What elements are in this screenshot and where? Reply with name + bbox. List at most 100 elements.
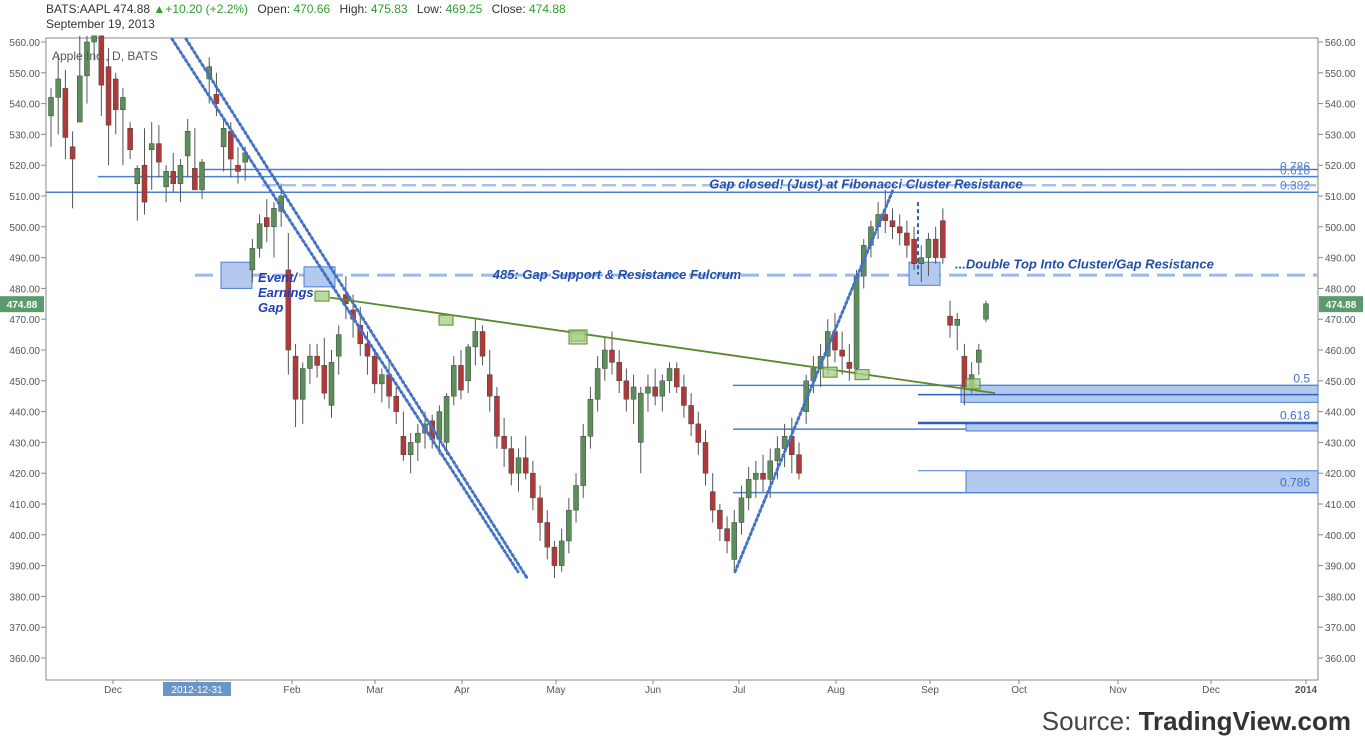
y-tick-left-label: 380.00 — [9, 592, 40, 603]
y-tick-left-label: 490.00 — [9, 254, 40, 265]
source-credit: Source: TradingView.com — [1042, 706, 1351, 737]
annotation-event-gap: Event/ — [258, 270, 298, 285]
candle-body — [537, 497, 543, 523]
y-tick-right-label: 420.00 — [1325, 469, 1356, 480]
y-tick-right-label: 430.00 — [1325, 438, 1356, 449]
candle-body — [120, 97, 126, 111]
source-name: TradingView.com — [1138, 706, 1351, 736]
y-tick-left-label: 450.00 — [9, 377, 40, 388]
candle-body — [127, 127, 133, 151]
low-value: 469.25 — [445, 2, 483, 16]
candle-body — [515, 457, 522, 474]
change-value: +10.20 (+2.2%) — [165, 2, 249, 16]
candle-body — [911, 238, 917, 265]
candle-body — [623, 380, 630, 400]
candle-body — [889, 220, 896, 228]
open-value: 470.66 — [293, 2, 331, 16]
last-price-label-left: 474.88 — [7, 300, 38, 311]
y-tick-right-label: 490.00 — [1325, 254, 1356, 265]
candle-body — [940, 220, 946, 258]
candle-body — [731, 522, 738, 560]
trendline-touch-marker — [438, 314, 454, 326]
candle-body — [508, 448, 515, 474]
overlay-back-layer — [46, 168, 1319, 494]
candle-body — [896, 226, 903, 234]
y-tick-right-label: 550.00 — [1325, 69, 1356, 80]
x-axis: Dec 2012-12-31 Feb Mar Apr May Jun Jul Aug Sep Oct… — [104, 680, 1318, 696]
x-tick-label: Sep — [921, 685, 939, 696]
y-tick-right-label: 360.00 — [1325, 654, 1356, 665]
y-tick-left-label: 430.00 — [9, 438, 40, 449]
last-price: 474.88 — [113, 2, 151, 16]
fib-zone-0786 — [965, 470, 1319, 494]
candle-body — [566, 509, 572, 542]
candle-body — [558, 540, 565, 566]
candle-body — [839, 349, 845, 357]
candle-body — [105, 66, 112, 126]
candle-body — [371, 355, 378, 385]
candle-body — [774, 448, 781, 462]
x-tick-label: Apr — [454, 685, 470, 696]
candle-body — [264, 217, 270, 228]
y-tick-left-label: 440.00 — [9, 408, 40, 419]
candle-body — [666, 368, 673, 382]
candle-body — [170, 171, 177, 184]
candle-body — [947, 315, 953, 326]
fib-label-lower: 0.5 — [1293, 371, 1310, 385]
candle-body — [652, 386, 658, 397]
fib-label-upper: 0.618 — [1280, 164, 1310, 178]
candle-body — [659, 380, 666, 397]
y-tick-left-label: 540.00 — [9, 100, 40, 111]
y-tick-right-label: 510.00 — [1325, 192, 1356, 203]
candle-body — [602, 349, 608, 369]
last-price-label-right: 474.88 — [1326, 300, 1357, 311]
candle-body — [321, 365, 328, 394]
gap-box-right — [908, 261, 941, 286]
candle-body — [594, 368, 601, 400]
candle-body — [192, 168, 198, 191]
y-tick-right-label: 470.00 — [1325, 315, 1356, 326]
x-tick-label: Feb — [283, 685, 301, 696]
candle-body — [443, 395, 450, 443]
y-axis-left: 560.00 550.00 540.00 530.00 520.00 510.00 500.… — [0, 38, 46, 665]
high-label: High: — [339, 2, 368, 16]
candle-body — [199, 161, 205, 191]
candle-body — [846, 362, 853, 369]
chart-title: Apple Inc., D, BATS — [52, 49, 158, 63]
candle-body — [184, 131, 191, 157]
candle-body — [69, 146, 76, 160]
y-tick-left-label: 510.00 — [9, 192, 40, 203]
candle-body — [688, 405, 694, 425]
y-tick-right-label: 520.00 — [1325, 161, 1356, 172]
symbol-label: BATS:AAPL — [46, 2, 111, 16]
candle-body — [882, 214, 889, 221]
candle-body — [177, 164, 184, 184]
candle-body — [738, 497, 745, 523]
candle-body — [451, 365, 457, 397]
high-value: 475.83 — [370, 2, 408, 16]
x-tick-label: Dec — [1202, 685, 1220, 696]
candle-body — [580, 435, 586, 486]
y-tick-right-label: 540.00 — [1325, 100, 1356, 111]
y-tick-right-label: 440.00 — [1325, 408, 1356, 419]
candle-body — [709, 491, 716, 511]
y-tick-left-label: 370.00 — [9, 623, 40, 634]
candle-body — [400, 435, 407, 455]
x-highlight-badge — [163, 682, 231, 696]
candle-body — [479, 331, 486, 357]
trendline-touch-marker — [854, 369, 870, 381]
y-tick-right-label: 370.00 — [1325, 623, 1356, 634]
fib-label-upper: 0.786 — [1280, 160, 1310, 174]
uptrend-dotted-line — [733, 188, 895, 574]
y-tick-left-label: 390.00 — [9, 562, 40, 573]
candle-body — [141, 164, 148, 203]
candle-body — [494, 395, 500, 437]
candle-body — [925, 238, 932, 258]
candle-body — [976, 349, 982, 363]
candle-body — [112, 78, 119, 111]
gap-box-left — [220, 261, 253, 289]
y-tick-right-label: 480.00 — [1325, 284, 1356, 295]
candle-body — [616, 362, 622, 382]
x-tick-label: 2014 — [1295, 685, 1318, 696]
